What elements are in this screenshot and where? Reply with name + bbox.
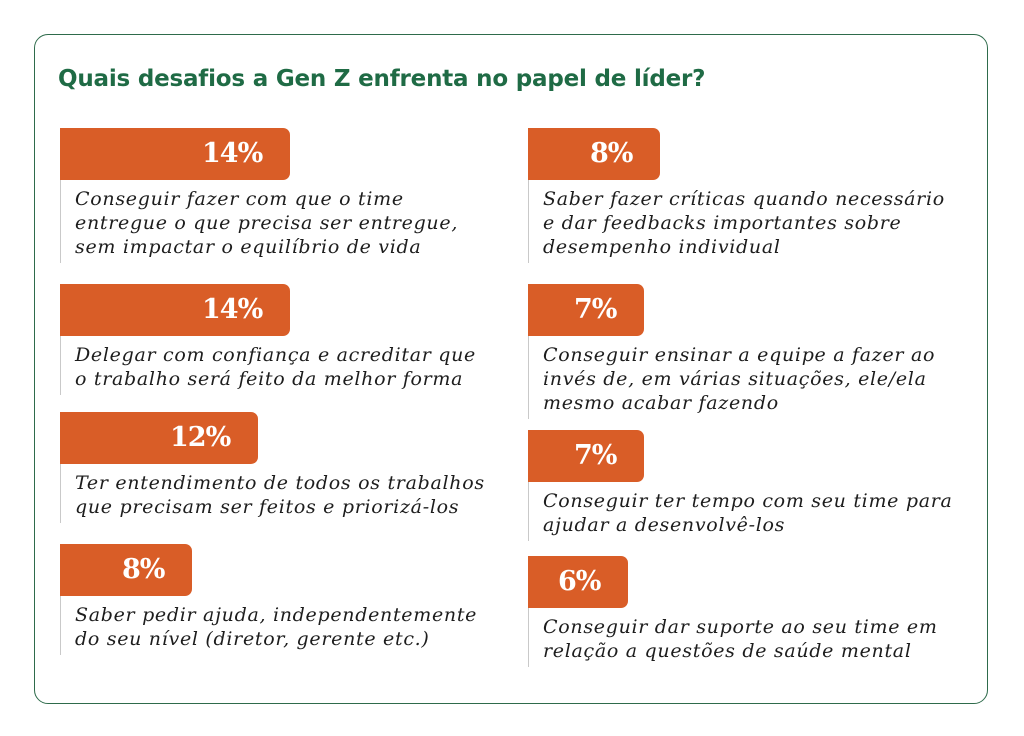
challenge-description: Ter entendimento de todos os trabalhos qu… — [60, 464, 510, 523]
challenge-description-line: o trabalho será feito da melhor forma — [75, 368, 464, 390]
challenge-bar — [528, 556, 628, 608]
challenge-percent-label: 7% — [574, 440, 617, 471]
challenge-percent-label: 14% — [202, 138, 263, 169]
challenge-bar — [60, 544, 192, 596]
challenge-description-line: Conseguir ensinar a equipe a fazer ao — [543, 344, 936, 366]
chart-title: Quais desafios a Gen Z enfrenta no papel… — [58, 66, 706, 92]
challenge-description-line: desempenho individual — [543, 236, 781, 258]
challenge-percent-label: 12% — [170, 422, 231, 453]
challenge-description: Conseguir ensinar a equipe a fazer ao inv… — [528, 336, 978, 419]
challenge-description: Delegar com confiança e acreditar que o t… — [60, 336, 510, 395]
challenge-bar — [528, 284, 644, 336]
challenge-description-line: Delegar com confiança e acreditar que — [75, 344, 476, 366]
challenge-description-line: Conseguir ter tempo com seu time para — [543, 490, 953, 512]
challenge-description-line: entregue o que precisa ser entregue, — [75, 212, 459, 234]
challenge-description: Saber fazer críticas quando necessário e … — [528, 180, 978, 263]
challenge-description: Conseguir dar suporte ao seu time em rela… — [528, 608, 978, 667]
challenge-bar — [60, 284, 290, 336]
challenge-description-line: Saber pedir ajuda, independentemente — [75, 604, 478, 626]
challenge-bar — [528, 430, 644, 482]
challenge-description-line: e dar feedbacks importantes sobre — [543, 212, 902, 234]
challenge-description-line: invés de, em várias situações, ele/ela — [543, 368, 927, 390]
challenge-percent-label: 14% — [202, 294, 263, 325]
challenge-description-line: Ter entendimento de todos os trabalhos — [75, 472, 485, 494]
challenge-percent-label: 8% — [122, 554, 165, 585]
challenge-percent-label: 7% — [574, 294, 617, 325]
challenge-description-line: Conseguir fazer com que o time — [75, 188, 404, 210]
challenge-bar — [528, 128, 660, 180]
challenge-description: Conseguir ter tempo com seu time para aju… — [528, 482, 978, 541]
challenge-percent-label: 8% — [590, 138, 633, 169]
challenge-description-line: Conseguir dar suporte ao seu time em — [543, 616, 938, 638]
challenge-description-line: Saber fazer críticas quando necessário — [543, 188, 945, 210]
challenge-bar — [60, 412, 258, 464]
challenge-description-line: mesmo acabar fazendo — [543, 392, 779, 414]
challenge-description-line: relação a questões de saúde mental — [543, 640, 912, 662]
challenge-description-line: que precisam ser feitos e priorizá-los — [75, 496, 460, 518]
challenge-description-line: ajudar a desenvolvê-los — [543, 514, 786, 536]
challenge-percent-label: 6% — [558, 566, 601, 597]
challenge-description: Conseguir fazer com que o time entregue o… — [60, 180, 510, 263]
challenge-description-line: sem impactar o equilíbrio de vida — [75, 236, 422, 258]
challenge-description: Saber pedir ajuda, independentemente do s… — [60, 596, 510, 655]
challenge-bar — [60, 128, 290, 180]
challenge-description-line: do seu nível (diretor, gerente etc.) — [75, 628, 430, 650]
